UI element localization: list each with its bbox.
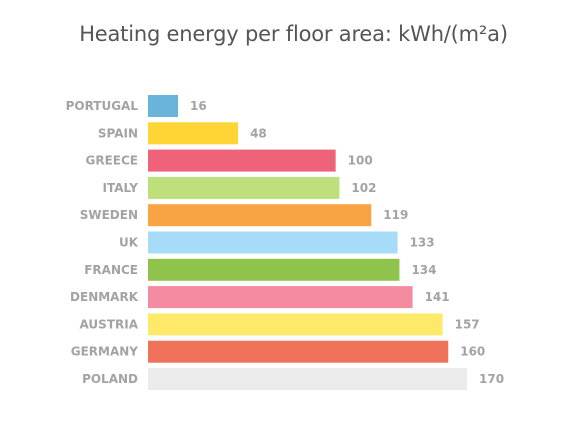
category-label-greece: GREECE (86, 154, 139, 168)
category-label-sweden: SWEDEN (80, 208, 138, 222)
category-label-austria: AUSTRIA (80, 317, 139, 331)
bar-germany (148, 340, 449, 363)
value-label-poland: 170 (479, 372, 504, 386)
value-label-spain: 48 (250, 126, 267, 140)
category-label-germany: GERMANY (71, 345, 139, 359)
bar-uk (148, 231, 398, 254)
bar-portugal (148, 95, 179, 117)
bar-denmark (148, 286, 413, 309)
value-label-italy: 102 (351, 181, 376, 195)
value-label-uk: 133 (410, 236, 435, 250)
value-label-austria: 157 (455, 317, 480, 331)
value-label-portugal: 16 (190, 99, 207, 113)
category-label-denmark: DENMARK (70, 290, 139, 304)
value-label-sweden: 119 (383, 208, 408, 222)
bar-austria (148, 313, 443, 336)
bar-poland (148, 368, 467, 390)
category-label-france: FRANCE (84, 263, 138, 277)
chart-title: Heating energy per floor area: kWh/(m²a) (79, 22, 508, 46)
value-label-greece: 100 (348, 154, 373, 168)
category-label-italy: ITALY (103, 181, 139, 195)
bar-spain (148, 122, 239, 145)
bar-italy (148, 176, 340, 199)
bar-france (148, 258, 400, 281)
value-label-denmark: 141 (425, 290, 450, 304)
value-label-germany: 160 (460, 345, 485, 359)
category-label-portugal: PORTUGAL (66, 99, 139, 113)
value-label-france: 134 (411, 263, 436, 277)
bar-sweden (148, 204, 372, 227)
bar-greece (148, 149, 336, 172)
category-label-uk: UK (119, 236, 139, 250)
category-label-poland: POLAND (82, 372, 138, 386)
category-label-spain: SPAIN (98, 126, 138, 140)
